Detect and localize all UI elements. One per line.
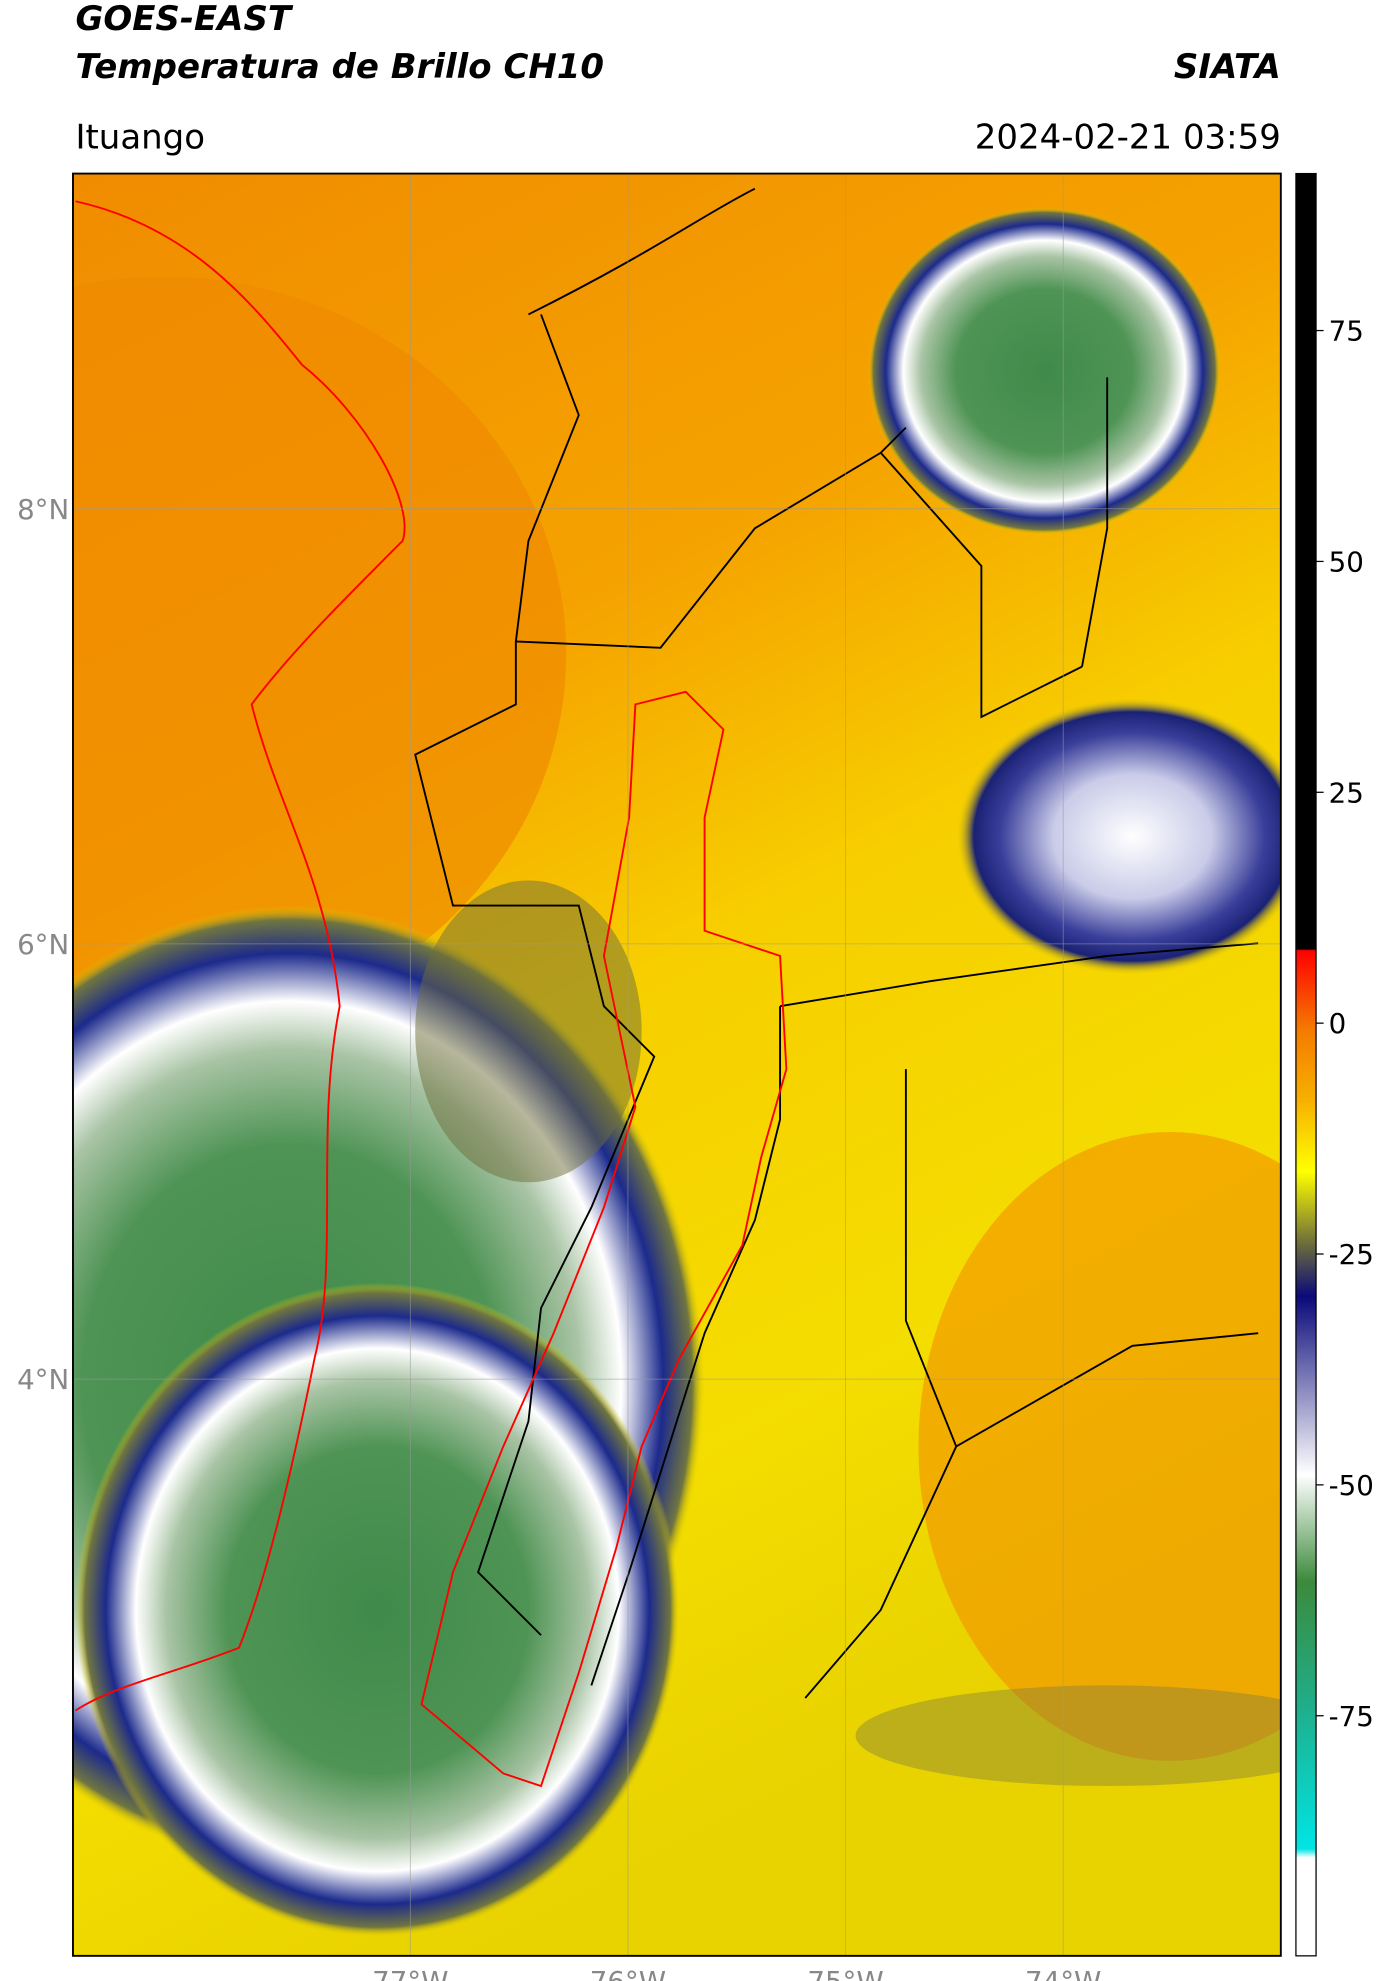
colorbar-tick-label: 25 [1329, 776, 1364, 809]
lat-tick-label: 6°N [17, 928, 69, 961]
lat-tick-label: 8°N [17, 493, 69, 526]
map-frame [72, 172, 1282, 1957]
source: SIATA [1174, 47, 1281, 87]
cloud-band [855, 1685, 1281, 1787]
lat-tick-label: 4°N [17, 1363, 69, 1396]
colorbar-tick-label: 0 [1329, 1007, 1347, 1040]
colorbar-tick-label: 75 [1329, 315, 1364, 348]
admin-boundaries [414, 187, 1259, 1699]
warm-area [72, 276, 567, 1032]
cloud-system [75, 1282, 680, 1937]
lon-tick-label: 77°W [372, 1965, 448, 1981]
graticule [72, 173, 1281, 1956]
lon-tick-label: 75°W [807, 1965, 883, 1981]
basin-outline [420, 690, 788, 1788]
warm-area [918, 1132, 1281, 1761]
colorbar [1295, 172, 1317, 1957]
colorbar-tick-label: 50 [1329, 545, 1364, 578]
subtitle: Temperatura de Brillo CH10 [75, 47, 604, 87]
coastline [74, 200, 406, 1712]
cloud-system [868, 207, 1221, 535]
cloud-system [956, 698, 1281, 975]
colorbar-tick-label: -50 [1329, 1469, 1374, 1502]
lon-tick-label: 74°W [1025, 1965, 1101, 1981]
datetime: 2024-02-21 03:59 [975, 117, 1281, 157]
cloud-band [415, 880, 642, 1183]
lon-tick-label: 76°W [590, 1965, 666, 1981]
title: GOES-EAST [75, 0, 293, 39]
map [72, 173, 1281, 1956]
colorbar-tick-label: -25 [1329, 1238, 1374, 1271]
colorbar-tick-label: -75 [1329, 1700, 1374, 1733]
location: Ituango [75, 117, 205, 157]
